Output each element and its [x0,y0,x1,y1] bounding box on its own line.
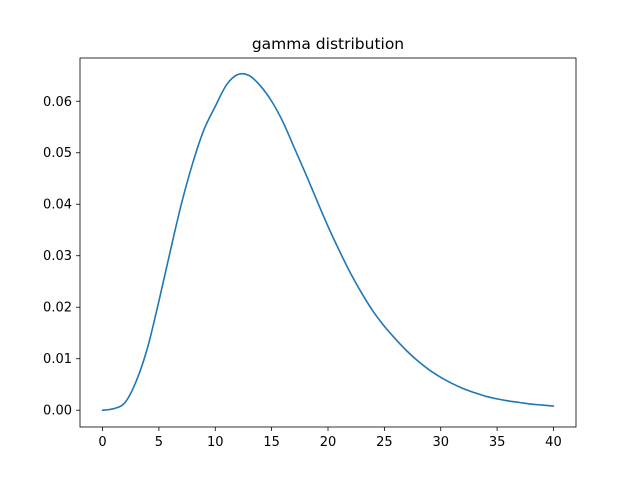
y-tick-label: 0.05 [43,146,72,161]
y-tick-label: 0.01 [43,352,72,367]
x-tick-label: 0 [98,435,106,450]
x-tick-label: 35 [489,435,506,450]
x-tick-label: 20 [320,435,337,450]
x-tick-label: 5 [155,435,163,450]
y-tick-label: 0.02 [43,301,72,316]
x-tick-label: 30 [432,435,449,450]
x-tick-label: 15 [263,435,280,450]
plot-area-frame [79,57,577,428]
x-tick-label: 10 [207,435,224,450]
y-tick-label: 0.04 [43,198,72,213]
y-tick-label: 0.06 [43,95,72,110]
x-tick-label: 25 [376,435,393,450]
x-axis: 0 5 10 15 20 25 30 35 40 [98,427,562,450]
y-tick-label: 0.03 [43,249,72,264]
chart-title: gamma distribution [252,35,404,53]
x-tick-label: 40 [545,435,562,450]
gamma-pdf-line [101,72,555,412]
y-tick-label: 0.00 [43,404,72,419]
y-axis: 0.00 0.01 0.02 0.03 0.04 0.05 0.06 [43,95,80,419]
